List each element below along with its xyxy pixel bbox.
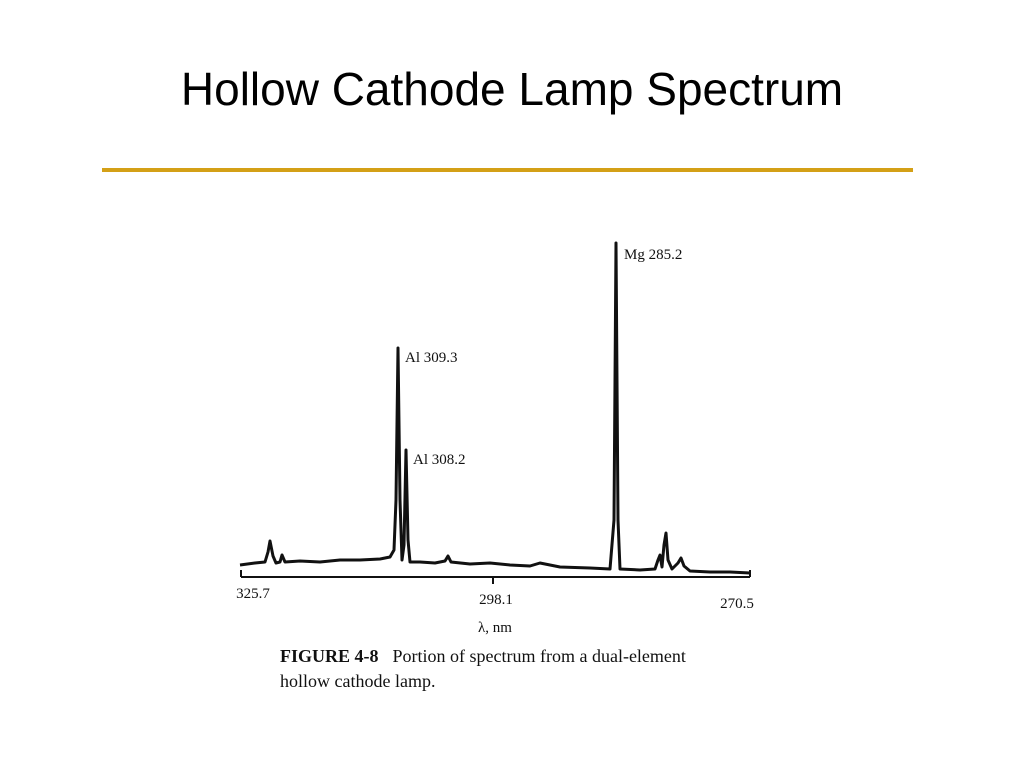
peak-label: Al 308.2 [413, 452, 466, 468]
title-rule [102, 168, 913, 172]
x-tick-label: 298.1 [479, 592, 513, 608]
x-tick-label: 270.5 [720, 596, 754, 612]
spectrum-trace [239, 241, 751, 575]
figure-caption: FIGURE 4-8 Portion of spectrum from a dua… [280, 644, 720, 694]
peak-label: Al 309.3 [405, 350, 458, 366]
peak-label: Mg 285.2 [624, 247, 682, 263]
x-axis-label: λ, nm [478, 620, 512, 636]
slide-title: Hollow Cathode Lamp Spectrum [180, 63, 844, 115]
caption-text: Portion of spectrum from a dual-element … [280, 646, 686, 691]
x-tick-label: 325.7 [236, 586, 270, 602]
caption-label: FIGURE 4-8 [280, 646, 379, 666]
